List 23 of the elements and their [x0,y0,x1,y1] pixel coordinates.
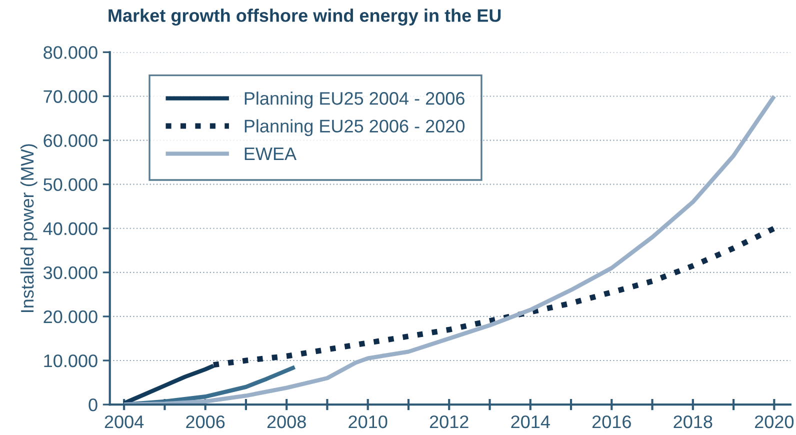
x-tick-label: 2014 [511,415,550,428]
y-tick-label: 40.000 [43,222,98,236]
y-tick-label: 30.000 [44,266,98,280]
x-tick-label: 2010 [348,415,388,428]
y-tick-label: 0 [88,398,98,412]
x-tick-label: 2018 [674,415,712,428]
x-tick-label: 2004 [104,415,144,428]
x-tick-label: 2020 [755,415,794,428]
legend-label: Planning EU25 2006 - 2020 [244,119,465,136]
y-tick-label: 70.000 [44,90,98,103]
x-tick-label: 2006 [186,415,225,428]
y-tick-label: 50.000 [44,178,98,192]
chart-title: Market growth offshore wind energy in the EU [108,8,501,26]
y-tick-label: 60.000 [44,134,98,148]
x-tick-label: 2016 [592,415,631,428]
y-tick-label: 10.000 [44,354,98,368]
x-tick-label: 2012 [430,415,468,428]
x-tick-label: 2008 [267,415,306,428]
legend-label: Planning EU25 2004 - 2006 [244,92,464,108]
y-tick-label: 20.000 [44,310,98,324]
legend-label: EWEA [244,148,297,160]
y-axis-title: Installed power (MW) [20,144,38,312]
y-tick-label: 80.000 [44,46,98,59]
